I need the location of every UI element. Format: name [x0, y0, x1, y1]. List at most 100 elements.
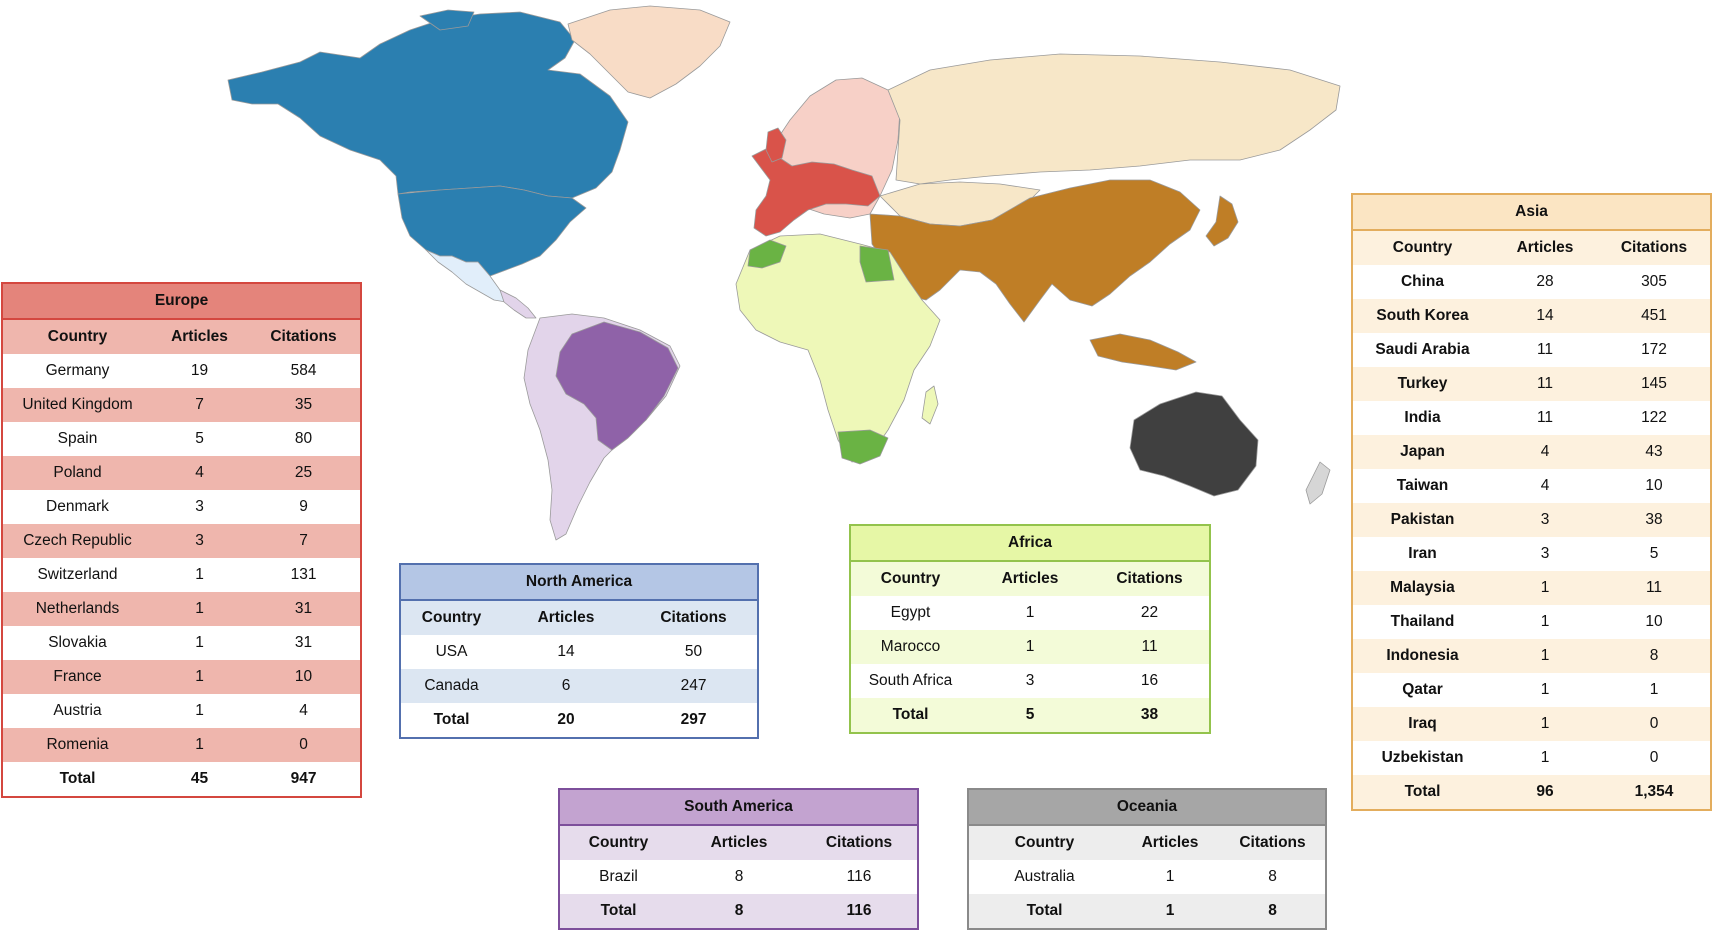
table-row: Poland 4 25 — [2, 456, 362, 490]
country-cell: France — [2, 660, 152, 694]
map-brazil — [555, 321, 679, 451]
country-cell: Austria — [53, 702, 102, 719]
articles-cell: 7 — [152, 388, 247, 422]
total-row: Total 1 8 — [968, 894, 1326, 929]
citations-cell: 4 — [299, 702, 308, 719]
column-header-citations: Citations — [1598, 230, 1711, 265]
articles-cell: 8 — [734, 868, 744, 885]
south-america-table: South America Country Articles Citations… — [558, 788, 920, 930]
table-row: Slovakia 1 31 — [2, 626, 361, 660]
articles-cell: 3 — [1540, 545, 1550, 562]
articles-cell: 4 — [1540, 477, 1550, 494]
column-header-citations: Citations — [1220, 825, 1326, 860]
country-cell: Iraq — [1352, 707, 1492, 741]
column-header-country: Country — [559, 825, 677, 860]
column-header-country: Country — [2, 319, 152, 354]
map-new-zealand — [1305, 461, 1331, 505]
column-header-country: Country — [968, 825, 1120, 860]
country-cell: Malaysia — [1352, 571, 1492, 605]
citations-cell: 172 — [1641, 341, 1667, 358]
citations-cell: 451 — [1598, 299, 1711, 333]
table-row: Saudi Arabia 11 172 — [1352, 333, 1711, 367]
total-citations: 947 — [290, 770, 317, 787]
table-row: Spain 5 80 — [2, 422, 361, 456]
europe-table: Europe Country Articles Citations German… — [1, 282, 363, 798]
citations-cell: 10 — [1645, 613, 1663, 630]
africa-title: Africa — [850, 525, 1211, 562]
citations-cell: 8 — [1598, 639, 1711, 673]
citations-cell: 10 — [1645, 477, 1663, 494]
citations-cell: 43 — [1598, 435, 1711, 469]
total-row: Total 5 38 — [850, 698, 1211, 733]
country-cell: Switzerland — [37, 566, 118, 583]
total-articles: 8 — [677, 894, 801, 929]
country-cell: Czech Republic — [2, 524, 152, 558]
table-row: Germany 19 584 — [2, 354, 361, 388]
table-row: Netherlands 1 31 — [2, 592, 362, 626]
articles-cell: 1 — [195, 566, 204, 583]
table-row: South Korea 14 451 — [1352, 299, 1711, 333]
articles-cell: 11 — [1536, 409, 1554, 426]
map-australia — [1129, 391, 1259, 497]
articles-cell: 1 — [152, 660, 247, 694]
country-cell: Netherlands — [2, 592, 152, 626]
citations-cell: 10 — [247, 660, 362, 694]
total-citations: 38 — [1090, 698, 1211, 733]
total-label: Total — [59, 770, 96, 787]
map-greenland — [567, 5, 731, 99]
country-cell: South Korea — [1352, 299, 1492, 333]
country-cell: Qatar — [1402, 681, 1443, 698]
table-row: United Kingdom 7 35 — [2, 388, 362, 422]
citations-cell: 122 — [1641, 409, 1667, 426]
total-label: Total — [559, 894, 677, 929]
articles-cell: 11 — [1492, 367, 1598, 401]
table-row: Uzbekistan 1 0 — [1352, 741, 1711, 775]
column-header-articles: Articles — [677, 825, 801, 860]
south-america-title: South America — [559, 789, 919, 826]
total-label: Total — [1352, 775, 1492, 810]
table-row: Malaysia 1 11 — [1352, 571, 1711, 605]
total-citations: 8 — [1220, 894, 1326, 929]
table-row: Canada 6 247 — [400, 669, 759, 703]
citations-cell: 11 — [1090, 630, 1211, 664]
asia-table: Asia Country Articles Citations China 28 3… — [1351, 193, 1712, 811]
table-row: Japan 4 43 — [1352, 435, 1711, 469]
europe-title: Europe — [2, 283, 362, 320]
country-cell: South Africa — [868, 672, 953, 689]
citations-cell: 5 — [1649, 545, 1659, 562]
citations-cell: 8 — [1268, 868, 1277, 885]
country-cell: Romenia — [2, 728, 152, 762]
table-row: Marocco 1 11 — [850, 630, 1211, 664]
column-header-articles: Articles — [1120, 825, 1220, 860]
total-citations: 297 — [680, 711, 707, 728]
citations-cell: 0 — [247, 728, 362, 762]
country-cell: Pakistan — [1352, 503, 1492, 537]
citations-cell: 247 — [630, 669, 759, 703]
map-south-africa — [837, 429, 889, 465]
table-row: Thailand 1 10 — [1352, 605, 1711, 639]
column-header-articles: Articles — [502, 600, 630, 635]
citations-cell: 0 — [1598, 707, 1711, 741]
country-cell: Canada — [400, 669, 502, 703]
column-header-country: Country — [850, 561, 970, 596]
total-label: Total — [433, 711, 470, 728]
articles-cell: 1 — [1492, 639, 1598, 673]
country-cell: Australia — [1014, 868, 1075, 885]
articles-cell: 1 — [970, 630, 1090, 664]
articles-cell: 5 — [195, 430, 204, 447]
map-arctic-islands — [419, 9, 475, 31]
north-america-rows: USA 14 50 Canada 6 247 Total 20 297 — [400, 635, 759, 738]
country-cell: Marocco — [850, 630, 970, 664]
citations-cell: 31 — [294, 634, 313, 651]
table-row: China 28 305 — [1352, 265, 1711, 299]
citations-cell: 11 — [1598, 571, 1711, 605]
country-cell: Indonesia — [1352, 639, 1492, 673]
citations-cell: 22 — [1140, 604, 1159, 621]
country-cell: Germany — [45, 362, 110, 379]
total-citations: 1,354 — [1598, 775, 1711, 810]
europe-rows: Germany 19 584 United Kingdom 7 35 Spain 5 80 Pol… — [2, 354, 362, 797]
articles-cell: 1 — [1025, 604, 1035, 621]
articles-cell: 1 — [1165, 868, 1175, 885]
country-cell: Spain — [57, 430, 98, 447]
total-articles: 1 — [1120, 894, 1220, 929]
